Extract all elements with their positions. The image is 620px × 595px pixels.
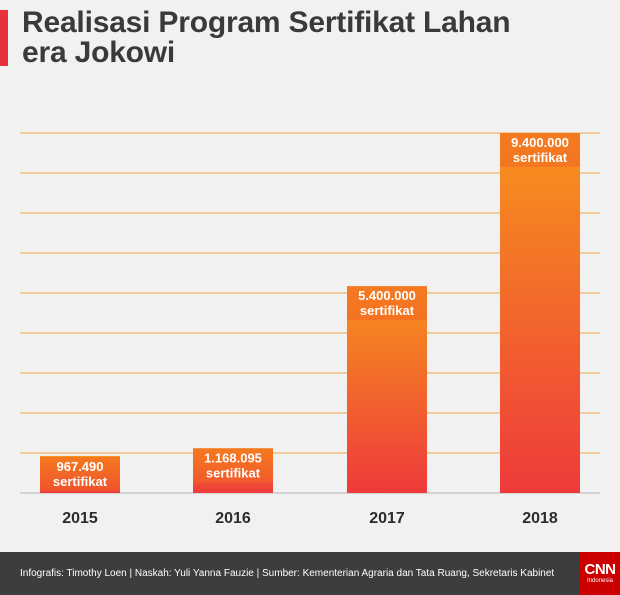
data-label-bg — [40, 457, 120, 491]
x-tick-label: 2016 — [215, 510, 251, 527]
x-tick-label: 2015 — [62, 510, 98, 527]
data-label-value: 5.400.000 — [358, 288, 416, 303]
x-tick-label: 2018 — [522, 510, 558, 527]
cnn-indonesia-logo: CNN Indonesia — [580, 552, 620, 595]
data-label-bg — [347, 286, 427, 321]
data-label-unit: sertifikat — [53, 474, 108, 489]
footer-credits: Infografis: Timothy Loen | Naskah: Yuli … — [20, 568, 555, 579]
data-label-unit: sertifikat — [360, 303, 415, 318]
x-tick-label: 2017 — [369, 510, 405, 527]
data-label-value: 9.400.000 — [511, 135, 569, 150]
data-label-bg — [500, 133, 580, 167]
data-label-unit: sertifikat — [206, 465, 261, 480]
accent-bar — [0, 10, 8, 66]
data-label-unit: sertifikat — [513, 150, 568, 165]
chart-title: Realisasi Program Sertifikat Lahan era J… — [22, 8, 602, 68]
data-label-value: 967.490 — [57, 459, 104, 474]
bar-2018 — [500, 133, 580, 493]
footer: Infografis: Timothy Loen | Naskah: Yuli … — [0, 552, 620, 595]
data-label-value: 1.168.095 — [204, 450, 262, 465]
bar-2017 — [347, 286, 427, 493]
chart-title-line-2: era Jokowi — [22, 36, 176, 69]
chart-title-line-1: Realisasi Program Sertifikat Lahan — [22, 6, 511, 39]
data-label-bg — [193, 448, 273, 483]
bar-chart: 967.490sertifikat20151.168.095sertifikat… — [20, 132, 600, 527]
